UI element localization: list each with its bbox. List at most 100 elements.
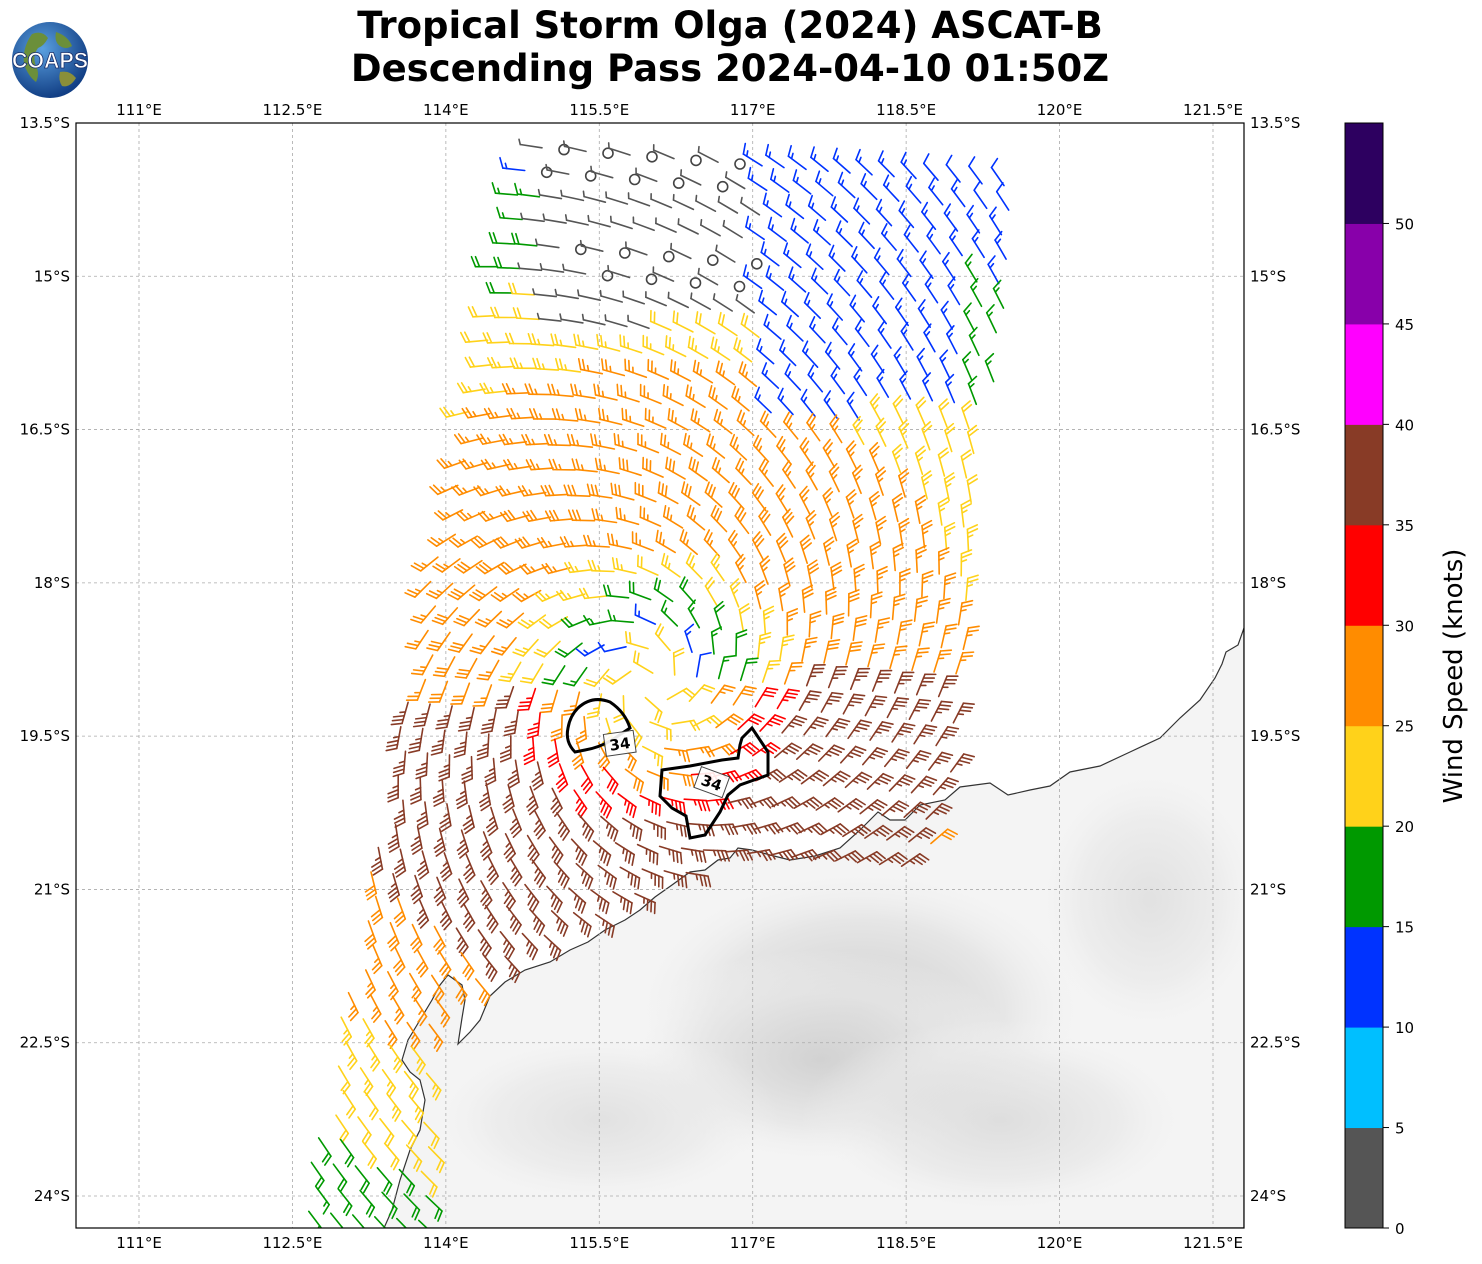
- barb-feather: [708, 384, 713, 398]
- barb-feather: [456, 382, 465, 394]
- barb-feather: [875, 198, 883, 211]
- wind-barb: [750, 257, 763, 270]
- barb-feather: [800, 538, 811, 547]
- wind-barb: [337, 1065, 351, 1095]
- barb-half-feather: [910, 809, 918, 814]
- barb-feather: [514, 924, 522, 935]
- wind-barb: [851, 464, 863, 495]
- barb-staff: [622, 295, 646, 305]
- wind-barb: [842, 823, 872, 838]
- wind-barb: [738, 603, 751, 633]
- barb-half-feather: [714, 394, 718, 402]
- barb-feather: [879, 724, 892, 729]
- barb-feather: [571, 753, 582, 763]
- wind-barb: [995, 182, 1010, 211]
- barb-half-feather: [809, 726, 817, 730]
- barb-feather: [467, 306, 474, 318]
- barb-feather: [898, 419, 908, 429]
- wind-barb: [941, 251, 956, 281]
- wind-barb: [453, 608, 481, 627]
- wind-barb: [458, 458, 488, 470]
- wind-barb: [533, 810, 546, 840]
- barb-feather: [853, 567, 865, 575]
- wind-barb: [660, 599, 679, 627]
- barb-feather: [433, 937, 442, 948]
- barb-half-feather: [505, 842, 511, 848]
- wind-barb: [393, 848, 407, 878]
- barb-half-feather: [528, 619, 535, 625]
- barb-feather: [626, 900, 630, 913]
- wind-barb: [619, 334, 643, 354]
- barb-feather: [899, 422, 910, 433]
- barb-feather: [696, 361, 700, 375]
- barb-half-feather: [780, 395, 785, 402]
- barb-feather: [410, 839, 422, 848]
- wind-barb: [521, 932, 539, 961]
- barb-feather: [550, 736, 563, 742]
- barb-feather: [681, 749, 687, 762]
- wind-barb: [364, 920, 377, 950]
- barb-feather: [873, 801, 885, 809]
- barb-feather: [732, 713, 744, 721]
- wind-barb: [624, 358, 648, 379]
- barb-half-feather: [697, 267, 700, 275]
- barb-feather: [387, 1035, 396, 1046]
- barb-feather: [530, 509, 538, 521]
- barb-feather: [685, 750, 691, 763]
- barb-feather: [558, 358, 564, 371]
- barb-feather: [764, 849, 772, 861]
- barb-feather: [897, 748, 910, 754]
- wind-barb: [631, 531, 655, 552]
- wind-barb: [517, 614, 547, 629]
- wind-barb: [893, 671, 915, 694]
- wind-barb: [461, 755, 474, 784]
- barb-feather: [723, 684, 736, 689]
- barb-half-feather: [467, 512, 473, 519]
- wind-barb: [410, 605, 437, 624]
- barb-feather: [560, 618, 570, 628]
- barb-feather: [503, 893, 512, 905]
- barb-half-feather: [411, 1033, 416, 1040]
- barb-half-feather: [759, 345, 763, 353]
- barb-half-feather: [779, 592, 786, 598]
- barb-feather: [456, 939, 465, 950]
- barb-feather: [714, 604, 725, 614]
- wind-barb: [785, 193, 805, 220]
- barb-feather: [736, 409, 743, 422]
- barb-feather: [508, 900, 516, 911]
- colorbar-segment: [1345, 625, 1383, 727]
- barb-half-feather: [808, 521, 815, 527]
- barb-feather: [386, 739, 400, 744]
- wind-barb: [922, 153, 939, 181]
- calm-circle: [750, 257, 763, 270]
- wind-barb: [611, 557, 637, 575]
- wind-barb: [433, 509, 464, 521]
- barb-feather: [408, 745, 421, 750]
- wind-barb: [783, 557, 796, 587]
- barb-feather: [919, 832, 930, 840]
- barb-feather: [435, 848, 446, 857]
- barb-half-feather: [691, 562, 696, 570]
- contour-34kt-east: [658, 725, 770, 840]
- barb-half-feather: [915, 605, 923, 609]
- barb-feather: [478, 795, 490, 804]
- barb-feather: [431, 743, 444, 748]
- wind-barb: [612, 890, 633, 915]
- barb-feather: [661, 483, 665, 496]
- barb-feather: [830, 747, 843, 754]
- barb-feather: [436, 459, 446, 470]
- wind-barb: [810, 146, 829, 172]
- barb-half-feather: [717, 346, 720, 354]
- barb-half-feather: [559, 313, 562, 321]
- barb-feather: [462, 818, 473, 827]
- barb-half-feather: [787, 775, 794, 781]
- barb-feather: [738, 361, 744, 374]
- barb-half-feather: [922, 530, 929, 535]
- barb-feather: [484, 771, 496, 779]
- barb-feather: [967, 574, 979, 580]
- barb-feather: [539, 620, 550, 629]
- barb-feather: [607, 824, 613, 837]
- wind-barb: [776, 435, 792, 465]
- wind-barb: [616, 383, 640, 403]
- barb-half-feather: [551, 844, 557, 851]
